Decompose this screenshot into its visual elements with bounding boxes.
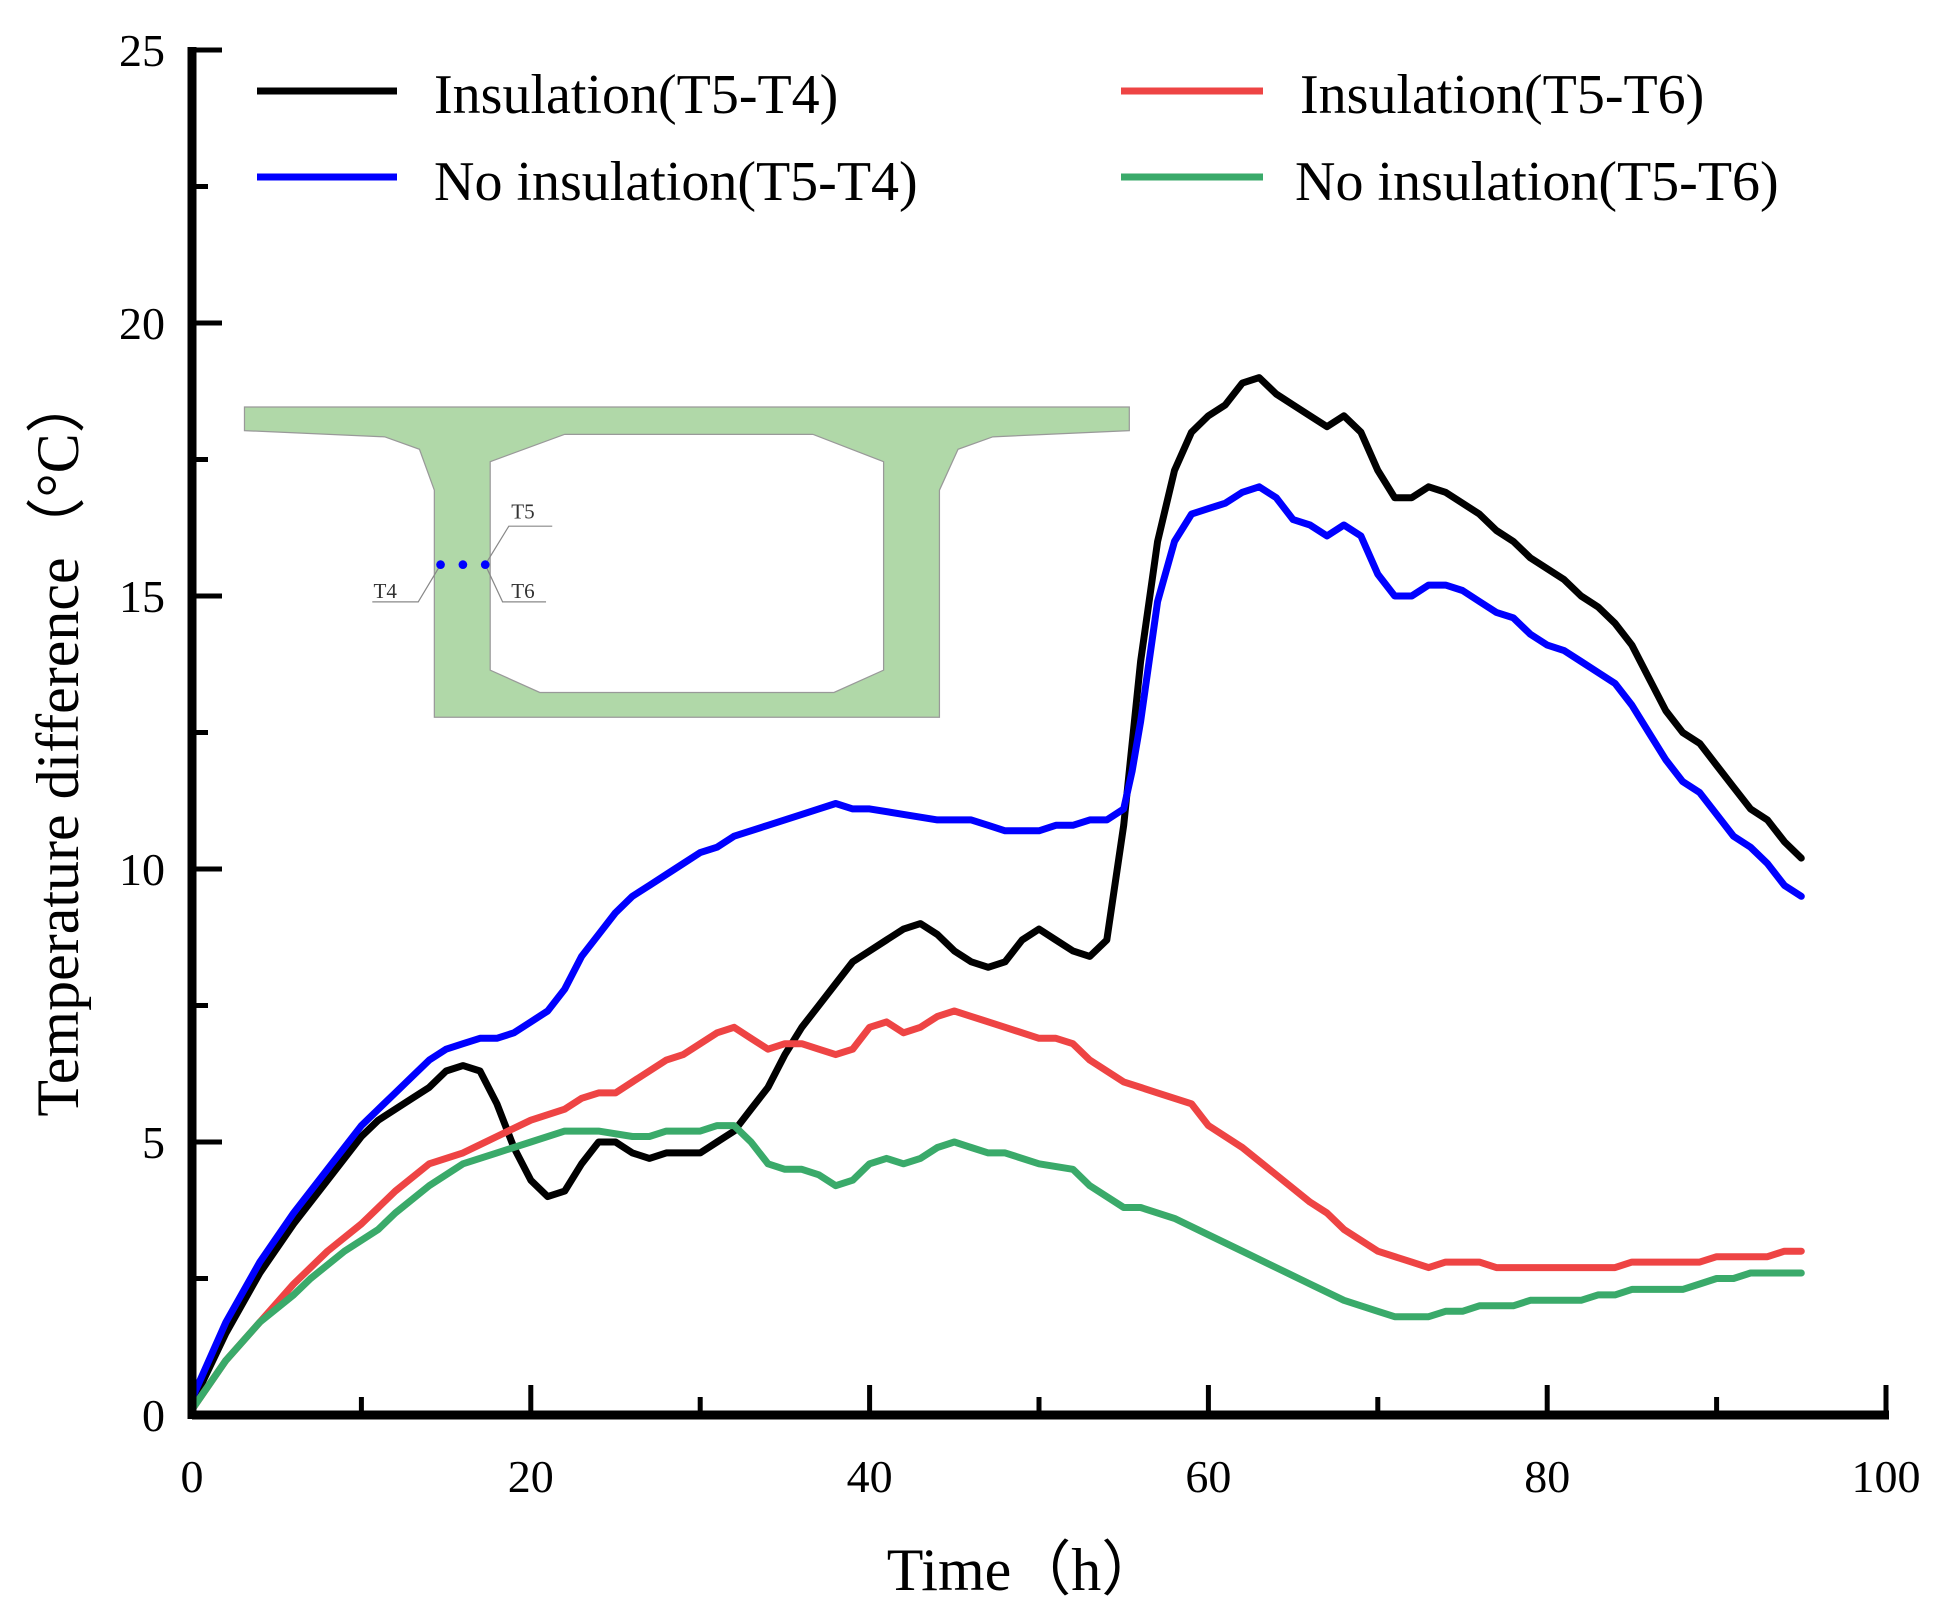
y-axis-title: Temperature difference（°C） <box>25 373 91 1116</box>
legend-label-no-insulation-t5-t4: No insulation(T5-T4) <box>434 151 918 213</box>
y-tick-label: 20 <box>119 298 165 349</box>
inset-label-t4: T4 <box>374 579 398 603</box>
series-line-no-insulation-t5-t4 <box>188 483 1805 1403</box>
legend-label-no-insulation-t5-t6: No insulation(T5-T6) <box>1295 151 1779 213</box>
x-tick-label: 40 <box>847 1451 893 1502</box>
sensor-leader-lines <box>372 525 553 603</box>
series-layer <box>188 374 1805 1413</box>
series-line-no-insulation-t5-t6 <box>188 1122 1805 1413</box>
x-tick-label: 100 <box>1852 1451 1921 1502</box>
axes-layer: 0 20 40 60 80 100 0 5 10 15 20 25 <box>119 25 1921 1502</box>
legend-label-insulation-t5-t4: Insulation(T5-T4) <box>434 64 838 126</box>
y-tick-label: 15 <box>119 571 165 622</box>
box-girder-inset: T5 T4 T6 <box>243 406 1130 718</box>
y-tick-label: 5 <box>142 1117 165 1168</box>
x-tick-label: 60 <box>1185 1451 1231 1502</box>
inset-label-t5: T5 <box>511 500 534 524</box>
sensor-t5-dot <box>458 560 468 569</box>
x-tick-label: 20 <box>508 1451 554 1502</box>
legend: Insulation(T5-T4) Insulation(T5-T6) No i… <box>257 64 1779 213</box>
y-tick-label: 0 <box>142 1390 165 1441</box>
x-axis-title: Time（h） <box>887 1537 1162 1603</box>
y-tick-label: 25 <box>119 25 165 76</box>
series-line-insulation-t5-t6 <box>188 1007 1805 1413</box>
x-tick-label: 80 <box>1524 1451 1570 1502</box>
legend-label-insulation-t5-t6: Insulation(T5-T6) <box>1300 64 1704 126</box>
series-line-insulation-t5-t4 <box>188 374 1805 1408</box>
sensor-t6-dot <box>480 560 490 569</box>
y-tick-label: 10 <box>119 844 165 895</box>
x-tick-label: 0 <box>181 1451 204 1502</box>
box-girder-section <box>243 406 1130 718</box>
sensor-t4-dot <box>436 560 445 569</box>
inset-label-t6: T6 <box>511 579 534 603</box>
